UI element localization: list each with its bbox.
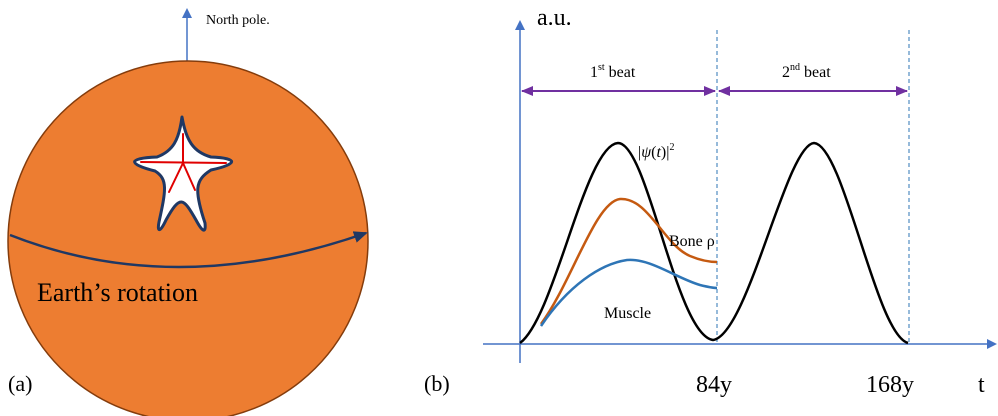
muscle-label: Muscle — [604, 305, 651, 322]
beat-2-label: 2nd beat — [782, 62, 831, 81]
panel-b-tag: (b) — [424, 371, 450, 396]
starfish-outline-icon — [133, 115, 234, 232]
psi-squared-label: |ψ(t)|2 — [638, 142, 674, 161]
panel-a-tag: (a) — [8, 371, 32, 396]
y-axis-label: a.u. — [537, 5, 572, 31]
beat-1-label: 1st beat — [590, 62, 636, 81]
panel-b: a.u. t 84y 168y 1st beat 2nd beat |ψ(t)|… — [424, 5, 997, 398]
muscle-density-curve — [539, 258, 718, 327]
panel-a: North pole. Earth’s rotation (a) — [7, 8, 369, 416]
tick-label-168y: 168y — [866, 372, 914, 398]
rotation-arrow — [9, 231, 368, 269]
tick-label-84y: 84y — [696, 372, 732, 398]
north-pole-label: North pole. — [206, 13, 270, 28]
psi-squared-curve — [519, 141, 909, 345]
earth-disc — [7, 60, 369, 416]
x-axis-label: t — [978, 372, 985, 398]
bone-density-curve — [539, 197, 718, 325]
bone-label: Bone ρ — [669, 233, 715, 250]
rotation-label: Earth’s rotation — [37, 278, 198, 307]
